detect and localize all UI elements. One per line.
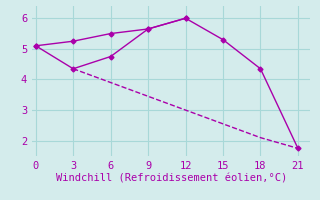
X-axis label: Windchill (Refroidissement éolien,°C): Windchill (Refroidissement éolien,°C) — [56, 174, 287, 184]
